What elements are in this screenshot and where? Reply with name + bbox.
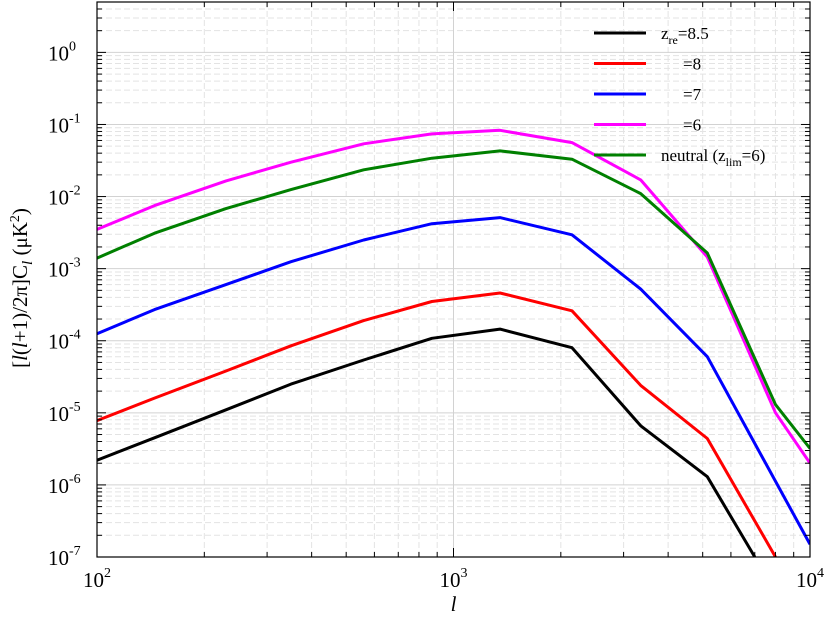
y-tick-label: 10-2 bbox=[48, 184, 81, 210]
tick-base: 10 bbox=[48, 258, 69, 282]
legend-label-4: =6 bbox=[683, 116, 701, 135]
legend-text-post: =7 bbox=[683, 85, 702, 104]
ylabel-l2: l bbox=[8, 342, 32, 348]
y-axis-title: [l(l+1)/2π]Cl (μK2) bbox=[8, 208, 36, 368]
legend-text-post: =8 bbox=[683, 55, 701, 74]
legend-text-sub: re bbox=[669, 33, 678, 47]
legend-text-post: =6 bbox=[683, 116, 701, 135]
tick-exponent: -7 bbox=[69, 544, 81, 559]
series-line-3 bbox=[97, 216, 810, 546]
legend-text-pre: neutral (z bbox=[661, 146, 726, 165]
x-tick-label: 104 bbox=[796, 566, 824, 592]
legend-text-post: =8.5 bbox=[678, 24, 709, 43]
tick-base: 10 bbox=[48, 113, 69, 137]
x-axis-title: l bbox=[451, 592, 457, 616]
ylabel-sub: l bbox=[20, 261, 36, 265]
y-tick-label: 10-6 bbox=[48, 472, 81, 498]
tick-base: 10 bbox=[48, 186, 69, 210]
legend-label-3: =7 bbox=[683, 85, 702, 104]
series-line-1 bbox=[97, 327, 757, 557]
y-tick-label: 10-4 bbox=[48, 328, 81, 354]
tick-exponent: -5 bbox=[69, 400, 81, 415]
tick-exponent: -2 bbox=[69, 184, 81, 199]
tick-base: 10 bbox=[796, 568, 817, 592]
ylabel-unit: (μK bbox=[8, 222, 32, 261]
x-tick-labels: 102 103 104 bbox=[83, 566, 824, 592]
tick-exponent: 0 bbox=[69, 39, 76, 54]
tick-base: 10 bbox=[48, 546, 69, 570]
tick-exponent: -1 bbox=[69, 111, 81, 126]
y-tick-label: 10-5 bbox=[48, 400, 81, 426]
tick-exponent: 3 bbox=[461, 566, 468, 581]
tick-base: 10 bbox=[48, 330, 69, 354]
legend-text-sub: lim bbox=[726, 155, 743, 169]
series-line-2 bbox=[97, 291, 777, 557]
legend-label-5: neutral (zlim=6) bbox=[661, 146, 765, 169]
ylabel-open: [ bbox=[8, 361, 32, 368]
x-tick-label: 103 bbox=[440, 566, 468, 592]
x-tick-label: 102 bbox=[83, 566, 111, 592]
ylabel-l1: l bbox=[8, 355, 32, 361]
axis-ticks bbox=[96, 1, 811, 558]
series-line-4 bbox=[97, 128, 810, 465]
tick-base: 10 bbox=[83, 568, 104, 592]
tick-base: 10 bbox=[48, 402, 69, 426]
tick-base: 10 bbox=[48, 474, 69, 498]
ylabel-close: ) bbox=[8, 208, 32, 215]
ylabel-mid: ( bbox=[8, 348, 32, 355]
tick-base: 10 bbox=[48, 41, 69, 65]
y-tick-label: 100 bbox=[48, 39, 76, 65]
tick-exponent: 4 bbox=[817, 566, 824, 581]
tick-exponent: -4 bbox=[69, 328, 81, 343]
legend-text-pre: z bbox=[661, 24, 669, 43]
ylabel-sup: 2 bbox=[8, 215, 23, 222]
y-tick-label: 10-1 bbox=[48, 111, 81, 137]
legend-label-1: zre=8.5 bbox=[661, 24, 709, 47]
legend: zre=8.5 =8 =7 =6 neutral (zlim=6) bbox=[594, 24, 765, 169]
tick-exponent: -3 bbox=[69, 256, 81, 271]
legend-label-2: =8 bbox=[683, 55, 701, 74]
series-line-5 bbox=[97, 149, 810, 450]
tick-exponent: 2 bbox=[104, 566, 111, 581]
tick-base: 10 bbox=[440, 568, 461, 592]
ylabel-rest: +1)/2π]C bbox=[8, 265, 32, 342]
y-tick-label: 10-7 bbox=[48, 544, 81, 570]
y-tick-label: 10-3 bbox=[48, 256, 81, 282]
tick-exponent: -6 bbox=[69, 472, 81, 487]
series-lines bbox=[97, 128, 810, 557]
legend-text-post: =6) bbox=[742, 146, 766, 165]
